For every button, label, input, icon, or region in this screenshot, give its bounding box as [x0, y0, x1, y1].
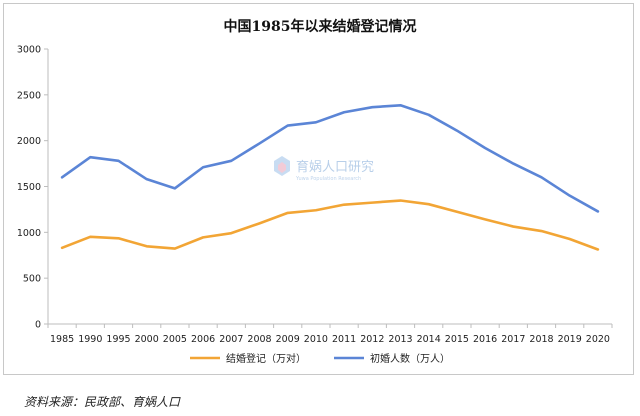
x-tick-label: 2010 — [304, 334, 328, 345]
y-tick-label: 0 — [35, 320, 41, 331]
source-note: 资料来源：民政部、育娲人口 — [24, 395, 181, 409]
x-tick-label: 2013 — [388, 334, 412, 345]
chart-frame — [3, 3, 634, 375]
x-tick-label: 2007 — [219, 334, 243, 345]
x-tick-label: 2006 — [191, 334, 215, 345]
y-tick-label: 1000 — [17, 228, 41, 239]
legend: 结婚登记（万对） 初婚人数（万人） — [190, 352, 450, 365]
y-tick-label: 500 — [23, 274, 41, 285]
y-tick-label: 1500 — [17, 182, 41, 193]
x-tick-label: 1995 — [106, 334, 130, 345]
x-tick-label: 2014 — [417, 334, 441, 345]
x-tick-label: 2005 — [163, 334, 187, 345]
series-layer — [60, 103, 600, 251]
x-tick-label: 2020 — [586, 334, 610, 345]
x-tick-label: 2017 — [501, 334, 525, 345]
y-tick-labels: 0 500 1000 1500 2000 2500 3000 — [17, 45, 48, 331]
y-tick-label: 2000 — [17, 136, 41, 147]
series-line-2 — [60, 103, 600, 213]
x-tick-marks — [47, 324, 613, 328]
x-tick-label: 1990 — [78, 334, 102, 345]
x-tick-label: 2011 — [332, 334, 356, 345]
x-tick-label: 2015 — [445, 334, 469, 345]
watermark-text: 育娲人口研究 — [296, 159, 374, 175]
x-tick-label: 2008 — [247, 334, 271, 345]
x-tick-label: 2012 — [360, 334, 384, 345]
y-tick-label: 3000 — [17, 45, 41, 56]
series-line-1 — [60, 199, 600, 251]
chart-title: 中国1985年以来结婚登记情况 — [224, 18, 417, 35]
x-tick-label: 2016 — [473, 334, 497, 345]
legend-label: 初婚人数（万人） — [370, 352, 450, 365]
x-tick-label: 2019 — [558, 334, 582, 345]
watermark: 育娲人口研究 Yuwa Population Research — [274, 156, 374, 182]
legend-label: 结婚登记（万对） — [226, 352, 306, 365]
watermark-logo-icon — [274, 156, 290, 176]
x-tick-label: 2009 — [276, 334, 300, 345]
chart: 中国1985年以来结婚登记情况 0 500 1000 1500 2000 2500 3000… — [17, 18, 613, 365]
x-tick-label: 1985 — [50, 334, 74, 345]
x-tick-labels: 1985 1990 1995 2000 2005 2006 2007 2008 2009 2010… — [50, 334, 610, 345]
watermark-subtext: Yuwa Population Research — [295, 176, 361, 182]
x-tick-label: 2000 — [135, 334, 159, 345]
x-tick-label: 2018 — [529, 334, 553, 345]
y-tick-label: 2500 — [17, 90, 41, 101]
